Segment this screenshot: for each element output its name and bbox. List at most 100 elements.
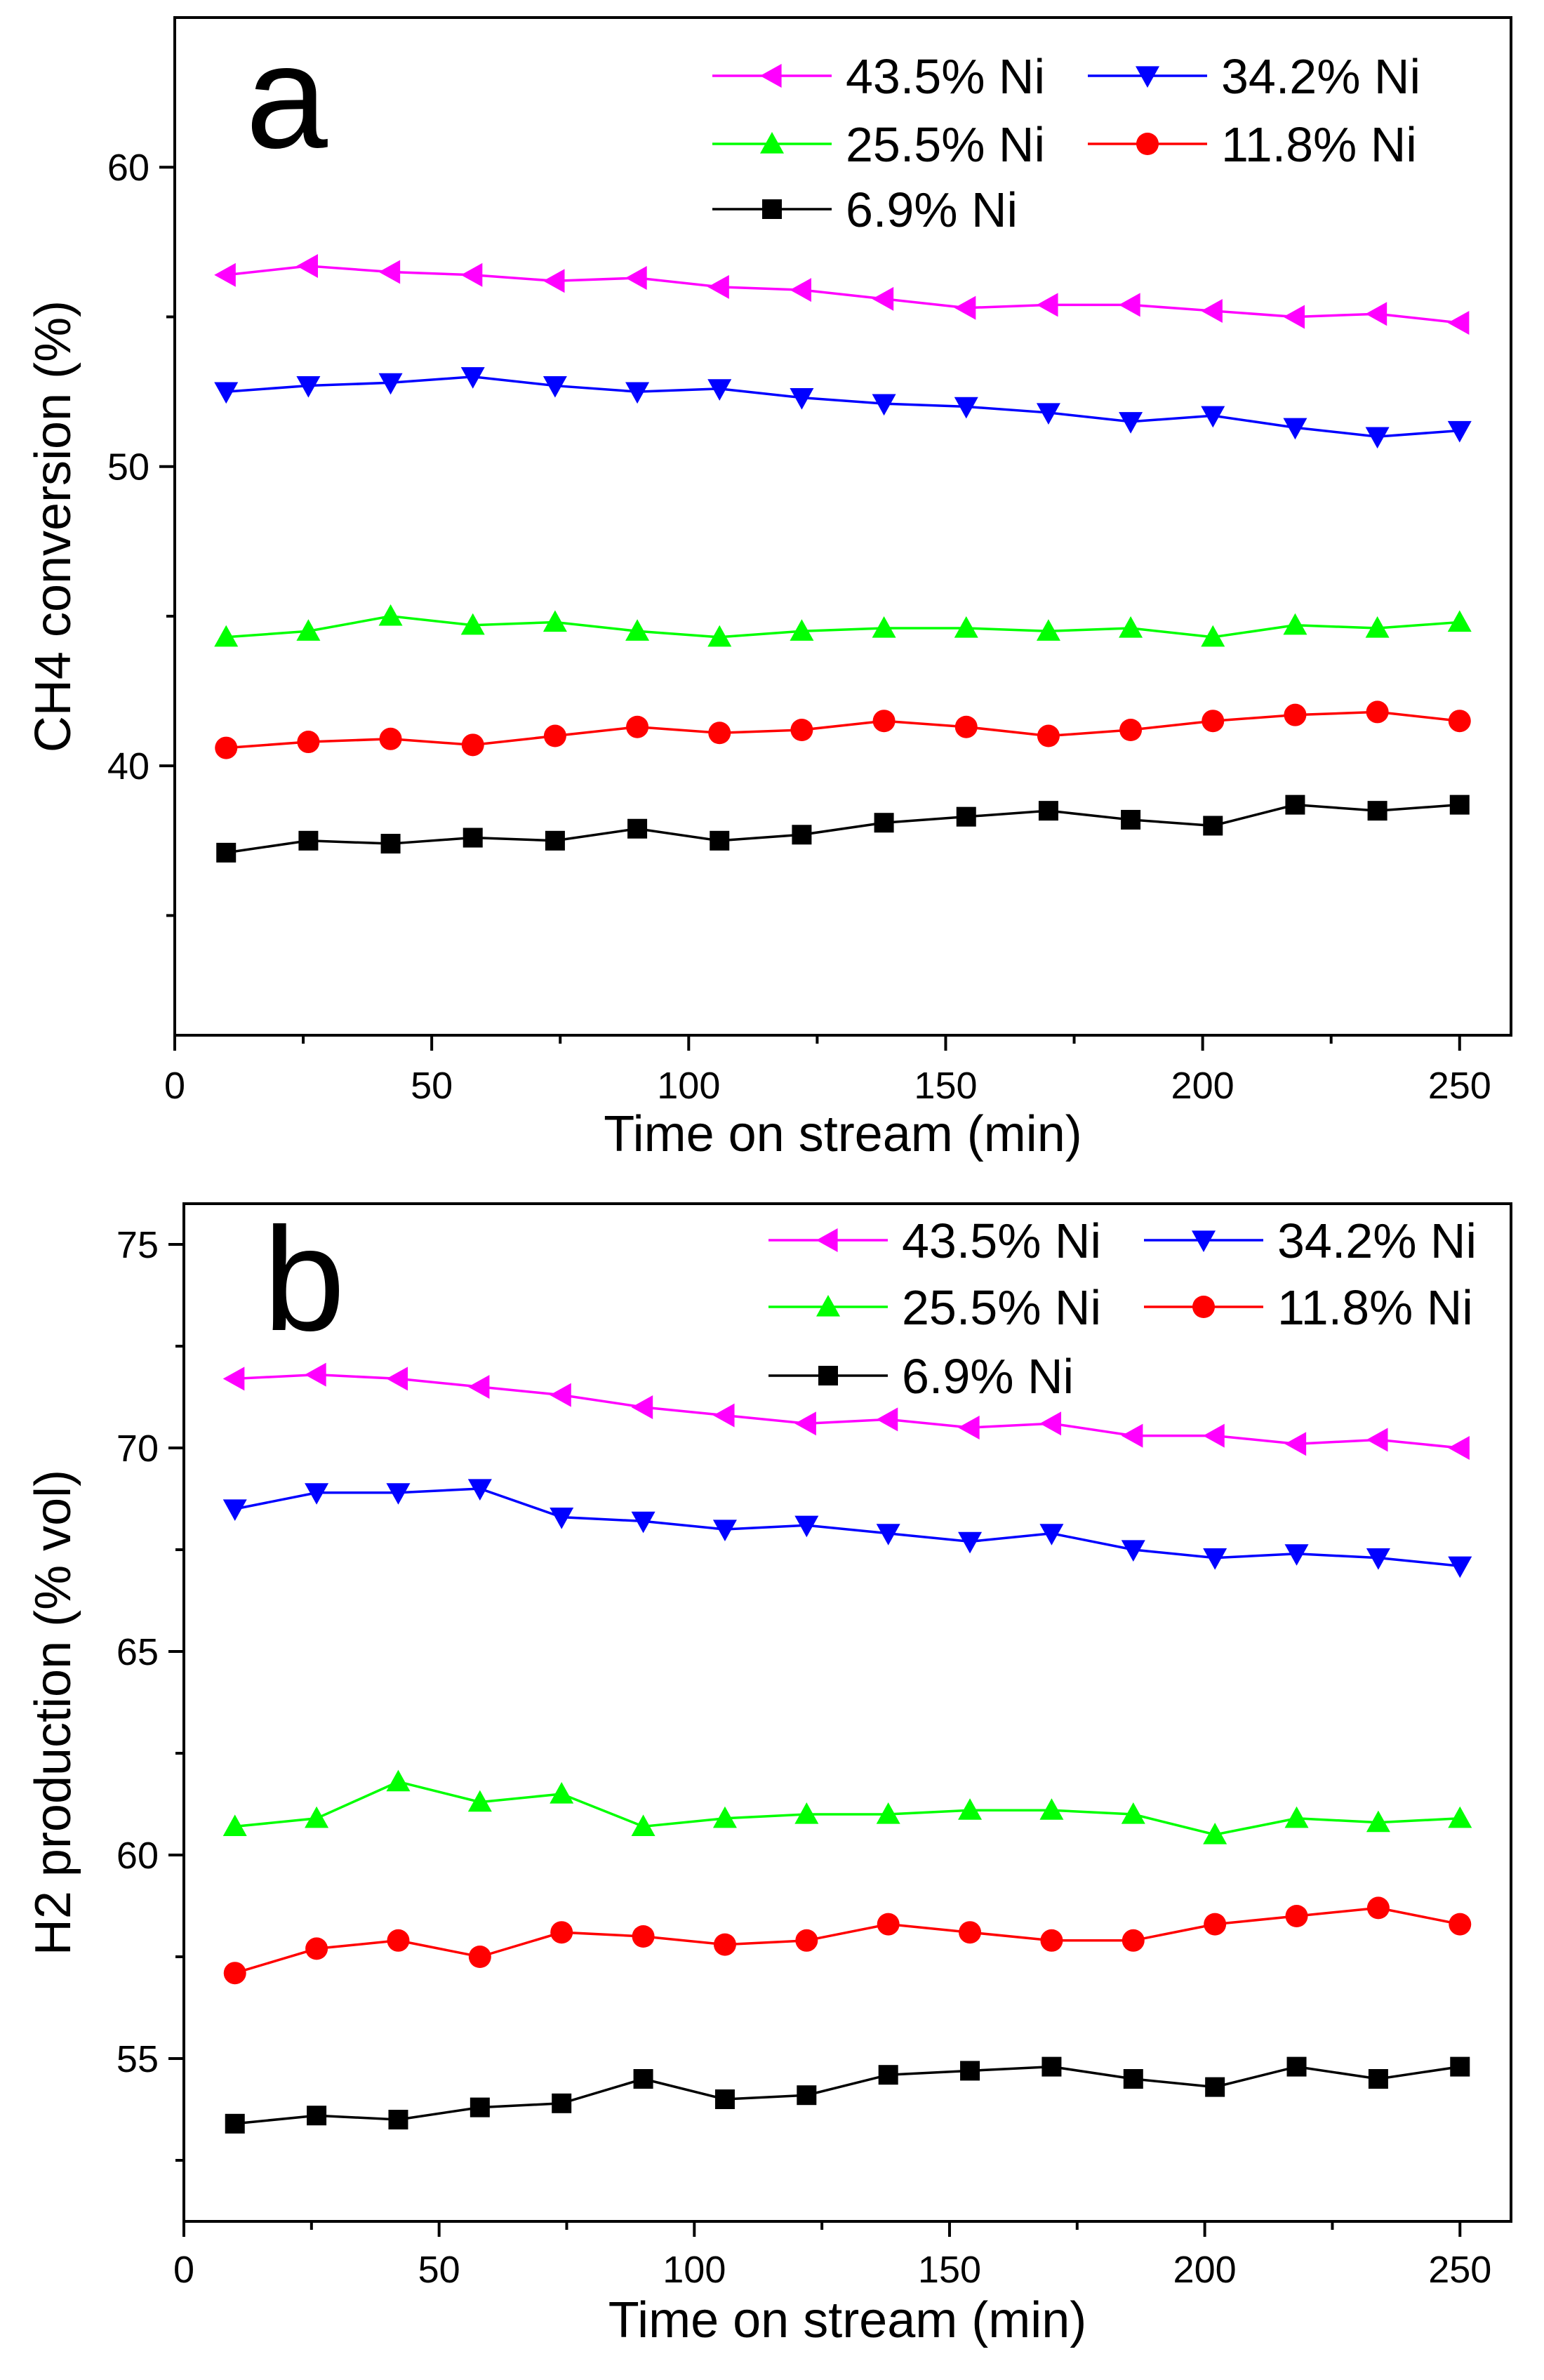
legend-marker <box>760 64 782 88</box>
panel-b: 0 50 100 150 200 250 55 60 65 70 75 Time on stream … <box>25 1197 1512 2348</box>
y-axis-title: H2 production (% vol) <box>25 1470 81 1955</box>
data-point <box>543 724 566 747</box>
legend-label: 34.2% Ni <box>1277 1214 1477 1268</box>
data-point <box>1119 719 1143 741</box>
data-point <box>305 1806 329 1828</box>
data-point <box>1041 2056 1062 2077</box>
data-point <box>708 722 731 745</box>
data-point <box>1038 801 1058 821</box>
y-tick-label: 40 <box>107 745 149 787</box>
data-point <box>1201 298 1223 323</box>
data-point <box>631 1511 655 1534</box>
legend-entry: 6.9% Ni <box>768 1349 1074 1404</box>
data-point <box>1121 1423 1143 1448</box>
y-tick-label: 70 <box>117 1428 159 1470</box>
series-line <box>226 265 1460 324</box>
data-point <box>1284 703 1307 726</box>
data-point <box>1122 1929 1145 1952</box>
x-tick-label: 150 <box>918 2249 981 2291</box>
data-point <box>1447 610 1472 632</box>
data-point <box>552 2093 572 2113</box>
data-point <box>707 625 732 647</box>
data-point <box>790 719 813 741</box>
series-line <box>234 1487 1460 1567</box>
data-point <box>460 262 483 287</box>
data-point <box>710 830 730 851</box>
data-point <box>954 397 978 419</box>
data-point <box>794 1515 819 1538</box>
data-point <box>1366 1810 1390 1833</box>
data-point <box>388 2110 408 2129</box>
y-axis-title: CH4 conversion (%) <box>25 300 81 752</box>
legend-entry: 25.5% Ni <box>712 117 1045 172</box>
data-point <box>1366 1428 1388 1452</box>
x-axis-title: Time on stream (min) <box>608 2292 1086 2348</box>
data-point <box>872 616 896 638</box>
data-point <box>632 1925 655 1948</box>
legend-marker <box>816 1228 838 1252</box>
data-point <box>1201 625 1225 647</box>
data-point <box>1365 427 1390 449</box>
data-point <box>954 295 976 320</box>
legend-label: 11.8% Ni <box>1277 1280 1473 1335</box>
data-point <box>797 2085 817 2106</box>
series-line <box>234 1906 1460 1974</box>
data-point <box>1119 293 1140 317</box>
data-point <box>460 613 485 635</box>
legend-label: 11.8% Ni <box>1221 117 1417 172</box>
data-point <box>1365 616 1390 638</box>
data-point <box>1365 302 1387 326</box>
data-point <box>958 1416 980 1440</box>
data-point <box>707 274 729 299</box>
data-point <box>1039 1411 1062 1436</box>
data-point <box>1203 1548 1227 1570</box>
data-point <box>380 834 401 854</box>
legend-entry: 43.5% Ni <box>768 1214 1101 1268</box>
legend-entry: 11.8% Ni <box>1144 1280 1473 1335</box>
data-point <box>1121 1802 1145 1824</box>
x-tick-label: 0 <box>173 2249 194 2291</box>
data-point <box>627 818 648 839</box>
data-point <box>1039 1524 1064 1545</box>
data-point <box>1447 420 1472 443</box>
data-point <box>1121 1540 1145 1562</box>
data-point <box>1285 1905 1308 1927</box>
data-point <box>543 269 565 293</box>
data-point <box>1202 710 1225 733</box>
data-point <box>1203 1823 1227 1844</box>
data-point <box>954 715 978 738</box>
data-point <box>543 610 567 632</box>
legend-marker <box>1192 1230 1216 1252</box>
data-point <box>1449 1913 1472 1936</box>
data-point <box>625 382 650 404</box>
data-point <box>305 1937 328 1960</box>
data-point <box>956 806 976 827</box>
data-point <box>462 827 483 848</box>
data-point <box>386 1483 411 1505</box>
series-25-5-ni <box>214 604 1472 647</box>
data-point <box>387 1929 410 1952</box>
data-point <box>214 625 239 647</box>
legend-label: 25.5% Ni <box>902 1280 1101 1335</box>
x-tick-label: 200 <box>1171 1065 1234 1107</box>
x-tick-label: 200 <box>1173 2249 1237 2291</box>
data-point <box>1366 1896 1390 1920</box>
legend-label: 25.5% Ni <box>846 117 1045 172</box>
legend-label: 34.2% Ni <box>1221 49 1420 104</box>
series-line <box>226 615 1460 639</box>
data-point <box>958 1798 983 1820</box>
y-tick-label: 60 <box>107 147 149 189</box>
data-point <box>214 262 236 287</box>
data-point <box>794 1411 816 1436</box>
data-point <box>876 1802 900 1824</box>
series-line <box>234 2065 1460 2125</box>
data-point <box>877 1913 900 1936</box>
data-point <box>1037 724 1060 747</box>
x-tick-label: 150 <box>914 1065 977 1107</box>
series-line <box>225 803 1460 854</box>
data-point <box>712 1806 737 1828</box>
data-point <box>790 388 814 410</box>
data-point <box>1283 613 1307 635</box>
data-point <box>954 616 978 638</box>
y-tick-label: 65 <box>117 1631 159 1673</box>
